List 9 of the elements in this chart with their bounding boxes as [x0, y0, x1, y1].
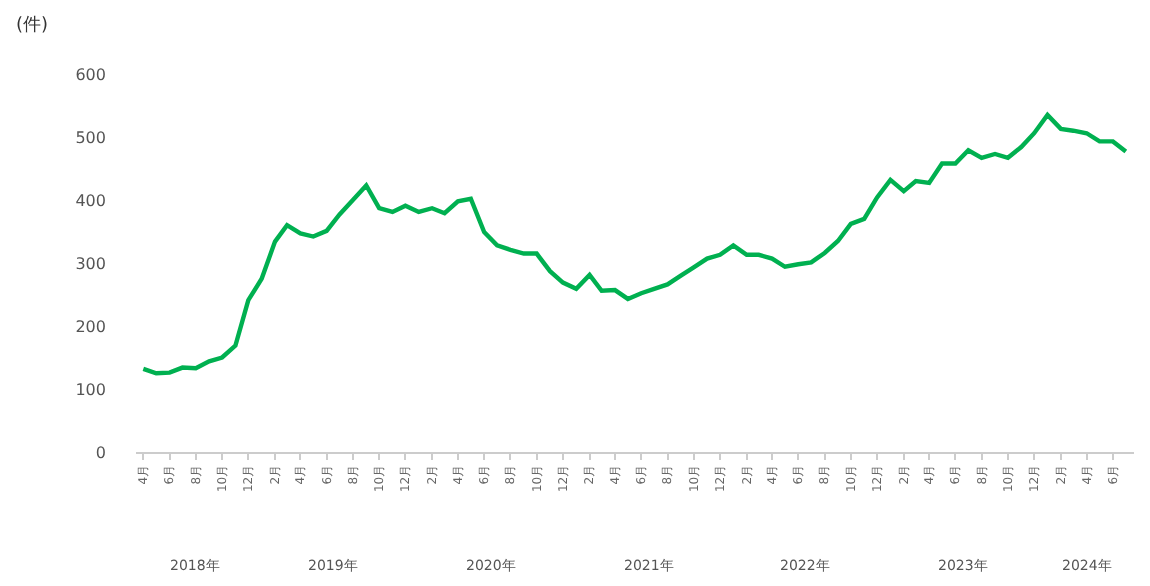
y-axis-title: (件) [16, 14, 49, 36]
y-tick-label: 400 [75, 191, 106, 210]
y-tick-label: 100 [75, 380, 106, 399]
y-tick-label: 200 [75, 317, 106, 336]
line-series [141, 112, 1129, 376]
y-tick-label: 500 [75, 128, 106, 147]
y-tick-label: 600 [75, 65, 106, 84]
y-tick-label: 300 [75, 254, 106, 273]
y-tick-label: 0 [95, 443, 106, 462]
